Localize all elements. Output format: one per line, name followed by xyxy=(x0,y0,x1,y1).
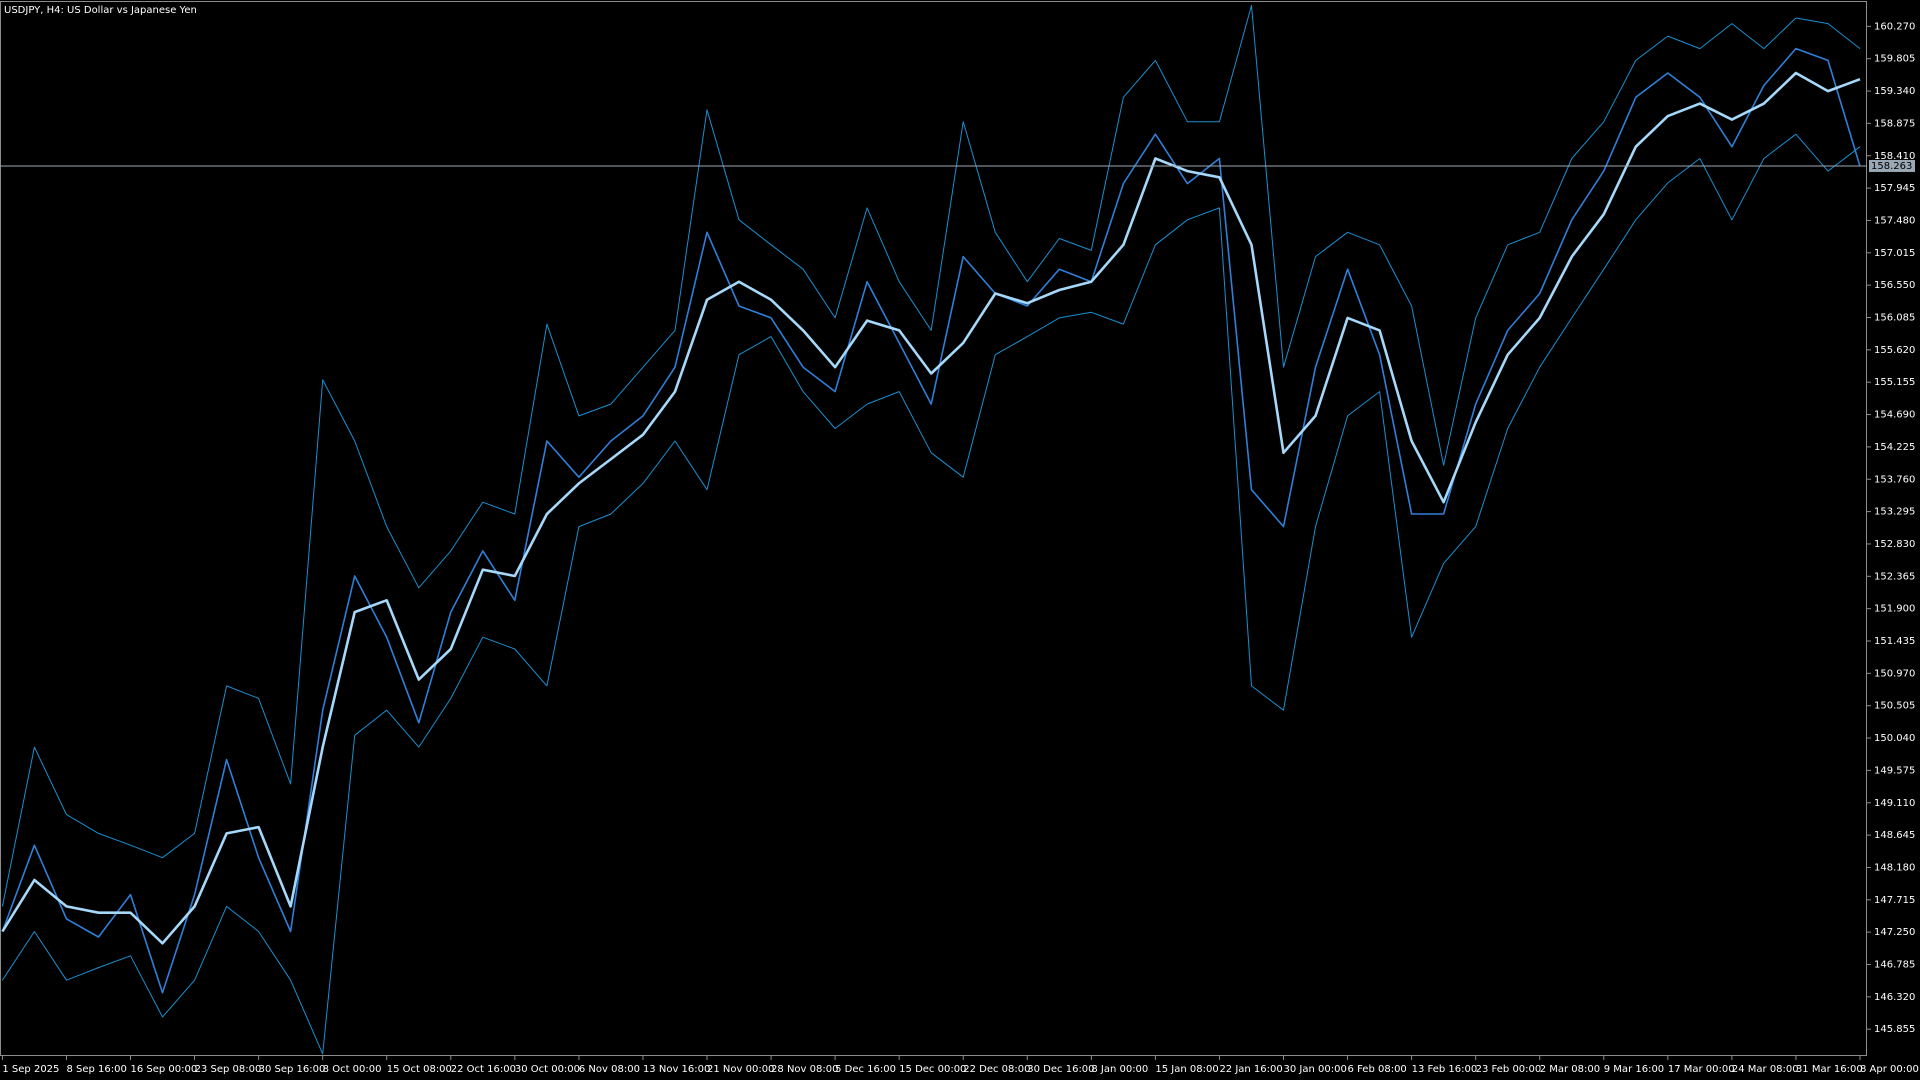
y-tick-label: 160.270 xyxy=(1874,21,1915,32)
y-tick-label: 148.645 xyxy=(1874,830,1915,841)
series-line xyxy=(1,133,1861,1055)
x-tick-label: 16 Sep 00:00 xyxy=(131,1064,198,1075)
x-tick-label: 8 Jan 00:00 xyxy=(1091,1064,1148,1075)
y-tick-label: 150.040 xyxy=(1874,733,1915,744)
y-tick-label: 153.760 xyxy=(1874,474,1915,485)
x-tick-label: 13 Feb 16:00 xyxy=(1412,1064,1478,1075)
x-tick-label: 8 Apr 00:00 xyxy=(1860,1064,1919,1075)
x-tick-label: 31 Mar 16:00 xyxy=(1796,1064,1863,1075)
series-line xyxy=(1,71,1861,945)
y-tick-label: 156.550 xyxy=(1874,280,1915,291)
x-tick-label: 8 Sep 16:00 xyxy=(66,1064,126,1075)
y-tick-label: 150.505 xyxy=(1874,701,1915,712)
x-tick-label: 2 Mar 08:00 xyxy=(1540,1064,1600,1075)
x-tick-label: 30 Oct 00:00 xyxy=(515,1064,580,1075)
y-tick-label: 152.830 xyxy=(1874,539,1915,550)
y-tick-label: 152.365 xyxy=(1874,571,1915,582)
x-tick-label: 30 Jan 00:00 xyxy=(1284,1064,1347,1075)
x-tick-label: 5 Dec 16:00 xyxy=(835,1064,896,1075)
y-tick-label: 159.340 xyxy=(1874,86,1915,97)
x-tick-label: 22 Jan 16:00 xyxy=(1219,1064,1282,1075)
series-line xyxy=(1,47,1861,994)
x-tick-label: 1 Sep 2025 xyxy=(2,1064,59,1075)
x-tick-label: 6 Nov 08:00 xyxy=(579,1064,640,1075)
y-tick-label: 150.970 xyxy=(1874,668,1915,679)
x-tick-label: 6 Feb 08:00 xyxy=(1348,1064,1407,1075)
y-tick-label: 157.480 xyxy=(1874,215,1915,226)
plot-frame xyxy=(0,1,1867,1056)
x-tick-label: 8 Oct 00:00 xyxy=(323,1064,382,1075)
x-tick-label: 13 Nov 16:00 xyxy=(643,1064,710,1075)
x-tick-label: 15 Jan 08:00 xyxy=(1155,1064,1218,1075)
y-tick-label: 146.785 xyxy=(1874,960,1915,971)
x-tick-label: 21 Nov 00:00 xyxy=(707,1064,774,1075)
x-tick-label: 9 Mar 16:00 xyxy=(1604,1064,1664,1075)
y-tick-label: 157.015 xyxy=(1874,248,1915,259)
y-tick-label: 155.155 xyxy=(1874,377,1915,388)
y-tick-label: 158.875 xyxy=(1874,118,1915,129)
x-tick-label: 23 Feb 00:00 xyxy=(1476,1064,1542,1075)
y-tick-label: 145.855 xyxy=(1874,1024,1915,1035)
x-tick-label: 15 Oct 08:00 xyxy=(387,1064,452,1075)
current-price-box xyxy=(1869,159,1915,172)
y-tick-label: 154.225 xyxy=(1874,442,1915,453)
y-tick-label: 153.295 xyxy=(1874,507,1915,518)
x-tick-label: 28 Nov 08:00 xyxy=(771,1064,838,1075)
x-tick-label: 22 Dec 08:00 xyxy=(963,1064,1030,1075)
y-tick-label: 149.575 xyxy=(1874,765,1915,776)
x-tick-label: 23 Sep 08:00 xyxy=(195,1064,262,1075)
chart-title: USDJPY, H4: US Dollar vs Japanese Yen xyxy=(4,5,197,16)
y-tick-label: 151.900 xyxy=(1874,604,1915,615)
series-line xyxy=(1,5,1861,907)
x-tick-label: 17 Mar 00:00 xyxy=(1668,1064,1735,1075)
x-tick-label: 15 Dec 00:00 xyxy=(899,1064,966,1075)
x-tick-label: 30 Dec 16:00 xyxy=(1027,1064,1094,1075)
y-tick-label: 158.410 xyxy=(1874,151,1915,162)
x-tick-label: 22 Oct 16:00 xyxy=(451,1064,516,1075)
current-price-label: 158.263 xyxy=(1871,161,1912,172)
y-tick-label: 148.180 xyxy=(1874,862,1915,873)
y-tick-label: 154.690 xyxy=(1874,410,1915,421)
x-tick-label: 30 Sep 16:00 xyxy=(259,1064,326,1075)
x-tick-label: 24 Mar 08:00 xyxy=(1732,1064,1799,1075)
y-tick-label: 156.085 xyxy=(1874,313,1915,324)
y-tick-label: 159.805 xyxy=(1874,54,1915,65)
y-tick-label: 157.945 xyxy=(1874,183,1915,194)
y-tick-label: 147.715 xyxy=(1874,895,1915,906)
y-tick-label: 146.320 xyxy=(1874,992,1915,1003)
y-tick-label: 147.250 xyxy=(1874,927,1915,938)
y-tick-label: 149.110 xyxy=(1874,798,1915,809)
y-tick-label: 155.620 xyxy=(1874,345,1915,356)
y-tick-label: 151.435 xyxy=(1874,636,1915,647)
